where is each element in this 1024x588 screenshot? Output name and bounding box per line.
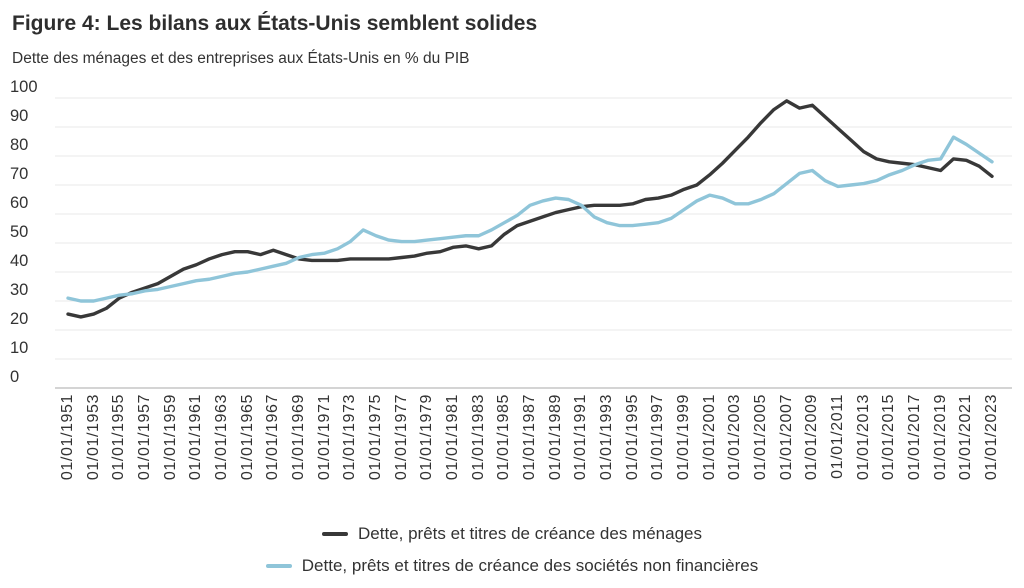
x-tick-label: 01/01/1989 xyxy=(546,394,564,481)
x-tick-label: 01/01/1985 xyxy=(495,394,513,481)
x-tick-label: 01/01/2009 xyxy=(803,394,821,481)
x-tick-label: 01/01/1999 xyxy=(674,394,692,481)
x-tick-label: 01/01/1983 xyxy=(469,394,487,481)
series-line-menages xyxy=(66,99,994,319)
y-tick-label: 80 xyxy=(10,136,29,154)
x-tick-label: 01/01/1967 xyxy=(264,394,282,481)
legend-swatch-societes-icon xyxy=(265,564,292,568)
x-tick-label: 01/01/2017 xyxy=(905,394,923,481)
y-tick-label: 50 xyxy=(10,223,29,241)
y-tick-label: 100 xyxy=(10,78,38,96)
x-tick-label: 01/01/1993 xyxy=(597,394,615,481)
x-tick-label: 01/01/1977 xyxy=(392,394,410,481)
x-tick-label: 01/01/1991 xyxy=(572,394,590,481)
x-tick-label: 01/01/2003 xyxy=(726,394,744,481)
y-tick-label: 20 xyxy=(10,310,29,328)
x-tick-label: 01/01/1963 xyxy=(212,394,230,481)
legend-label-societes: Dette, prêts et titres de créance des so… xyxy=(301,556,759,575)
x-tick-label: 01/01/1979 xyxy=(418,394,436,481)
y-tick-label: 60 xyxy=(10,194,29,212)
x-tick-label: 01/01/2015 xyxy=(880,394,898,481)
y-tick-label: 30 xyxy=(10,281,29,299)
legend-item-societes: Dette, prêts et titres de créance des so… xyxy=(265,556,759,576)
x-tick-label: 01/01/1975 xyxy=(366,394,384,481)
x-tick-label: 01/01/1969 xyxy=(289,394,307,481)
y-tick-label: 40 xyxy=(10,252,29,270)
x-tick-label: 01/01/2013 xyxy=(854,394,872,481)
page-title: Figure 4: Les bilans aux États-Unis semb… xyxy=(12,12,538,35)
chart-subtitle: Dette des ménages et des entreprises aux… xyxy=(12,50,470,67)
x-tick-label: 01/01/1987 xyxy=(520,394,538,481)
x-tick-label: 01/01/1953 xyxy=(84,394,102,481)
x-tick-label: 01/01/2023 xyxy=(982,394,1000,481)
chart-legend: Dette, prêts et titres de créance des mé… xyxy=(0,524,1024,576)
x-tick-label: 01/01/2007 xyxy=(777,394,795,481)
y-tick-label: 10 xyxy=(10,339,29,357)
legend-swatch-menages-icon xyxy=(322,532,349,536)
x-tick-label: 01/01/2019 xyxy=(931,394,949,481)
legend-item-menages: Dette, prêts et titres de créance des mé… xyxy=(322,524,702,544)
x-tick-label: 01/01/1973 xyxy=(341,394,359,481)
x-tick-label: 01/01/1995 xyxy=(623,394,641,481)
series-line-societes xyxy=(66,135,994,303)
x-tick-label: 01/01/1997 xyxy=(649,394,667,481)
x-tick-label: 01/01/1965 xyxy=(238,394,256,481)
x-tick-label: 01/01/2005 xyxy=(751,394,769,481)
y-tick-label: 90 xyxy=(10,107,29,125)
x-tick-label: 01/01/1961 xyxy=(187,394,205,481)
x-tick-label: 01/01/2001 xyxy=(700,394,718,481)
x-tick-label: 01/01/2011 xyxy=(828,394,846,479)
legend-label-menages: Dette, prêts et titres de créance des mé… xyxy=(358,524,702,543)
x-tick-label: 01/01/1951 xyxy=(59,394,76,481)
x-tick-label: 01/01/1971 xyxy=(315,394,333,481)
y-tick-label: 70 xyxy=(10,165,29,183)
x-tick-label: 01/01/1981 xyxy=(443,394,461,481)
x-tick-label: 01/01/1955 xyxy=(110,394,128,481)
x-tick-label: 01/01/1957 xyxy=(135,394,153,481)
x-tick-label: 01/01/2021 xyxy=(957,394,975,481)
y-tick-label: 0 xyxy=(10,368,20,386)
x-tick-label: 01/01/1959 xyxy=(161,394,179,481)
